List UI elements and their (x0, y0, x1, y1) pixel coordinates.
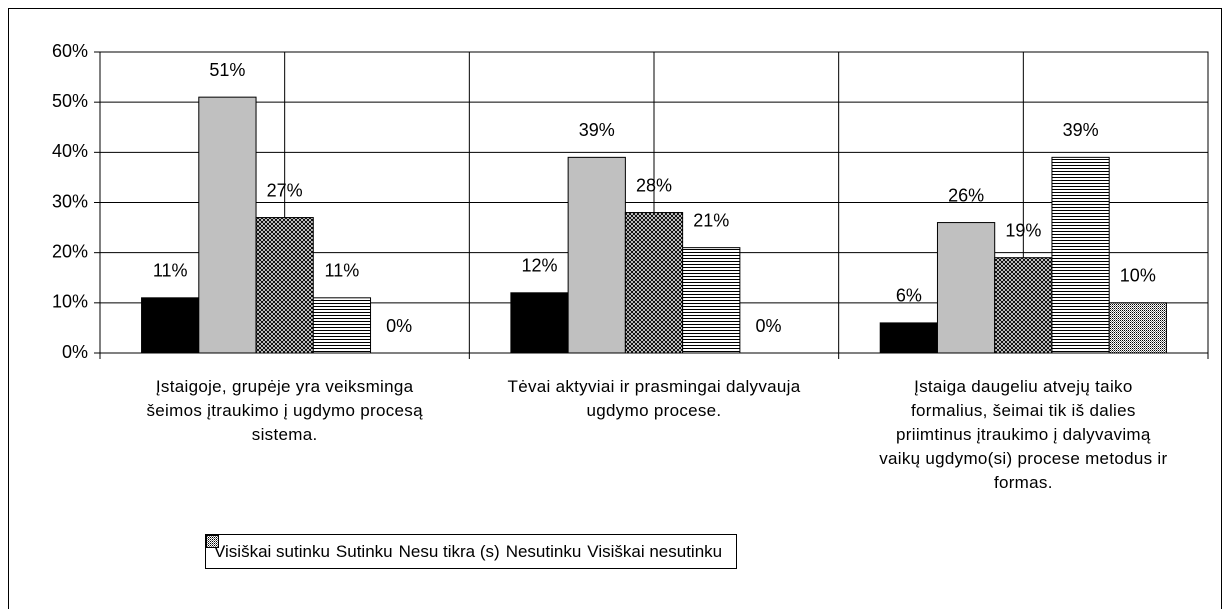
legend-label: Nesu tikra (s) (398, 541, 500, 561)
bar (567, 156, 626, 354)
data-label: 0% (386, 316, 412, 336)
bar (255, 217, 314, 354)
data-label: 51% (209, 60, 245, 80)
bar (312, 297, 372, 354)
chart-border (8, 8, 1222, 609)
data-label: 10% (1120, 266, 1156, 286)
y-tick-label: 50% (52, 91, 88, 111)
bar (1051, 156, 1110, 354)
legend-item: Sutinku (206, 535, 393, 562)
data-label: 11% (153, 261, 188, 281)
data-label: 0% (755, 316, 781, 336)
y-tick-label: 40% (52, 141, 88, 161)
x-tick-label: Įstaiga daugeliu atvejų taiko formalius,… (879, 377, 1168, 492)
legend-item: Visiškai sutinku (206, 535, 330, 562)
bar (879, 322, 938, 354)
data-label: 39% (579, 120, 615, 140)
bar (624, 212, 684, 354)
legend: Visiškai sutinku Sutinku Nesu tikra (s) Nes… (205, 534, 738, 569)
data-label: 12% (521, 256, 557, 276)
data-label: 28% (636, 175, 672, 195)
legend-item: Nesu tikra (s) (206, 535, 500, 562)
legend-swatch-fill (206, 535, 219, 548)
data-label: 39% (1063, 120, 1099, 140)
bar (994, 257, 1053, 354)
legend-item: Visiškai nesutinku (206, 535, 723, 562)
y-tick-label: 60% (52, 41, 88, 61)
y-tick-label: 0% (62, 342, 88, 362)
bar (198, 96, 257, 354)
data-label: 21% (693, 210, 729, 230)
data-label: 11% (325, 261, 360, 281)
bar (936, 222, 996, 354)
bar (1108, 302, 1167, 354)
legend-label: Sutinku (335, 541, 393, 561)
legend-item: Nesutinku (206, 535, 582, 562)
x-tick-label: Tėvai aktyviai ir prasmingai dalyvauja u… (507, 377, 801, 420)
x-tick-label: Įstaigoje, grupėje yra veiksminga šeimos… (146, 377, 423, 444)
legend-label: Visiškai nesutinku (587, 541, 723, 561)
legend-label: Nesutinku (505, 541, 582, 561)
y-tick-label: 30% (52, 191, 88, 211)
y-tick-label: 20% (52, 241, 88, 261)
data-label: 27% (267, 180, 303, 200)
bar (682, 247, 741, 354)
legend-label: Visiškai sutinku (214, 541, 330, 561)
data-label: 6% (896, 286, 922, 306)
bar (510, 292, 569, 354)
legend-swatch (206, 535, 219, 548)
data-label: 26% (948, 185, 984, 205)
bar (141, 297, 200, 354)
y-tick-label: 10% (52, 292, 88, 312)
data-label: 19% (1005, 220, 1041, 240)
